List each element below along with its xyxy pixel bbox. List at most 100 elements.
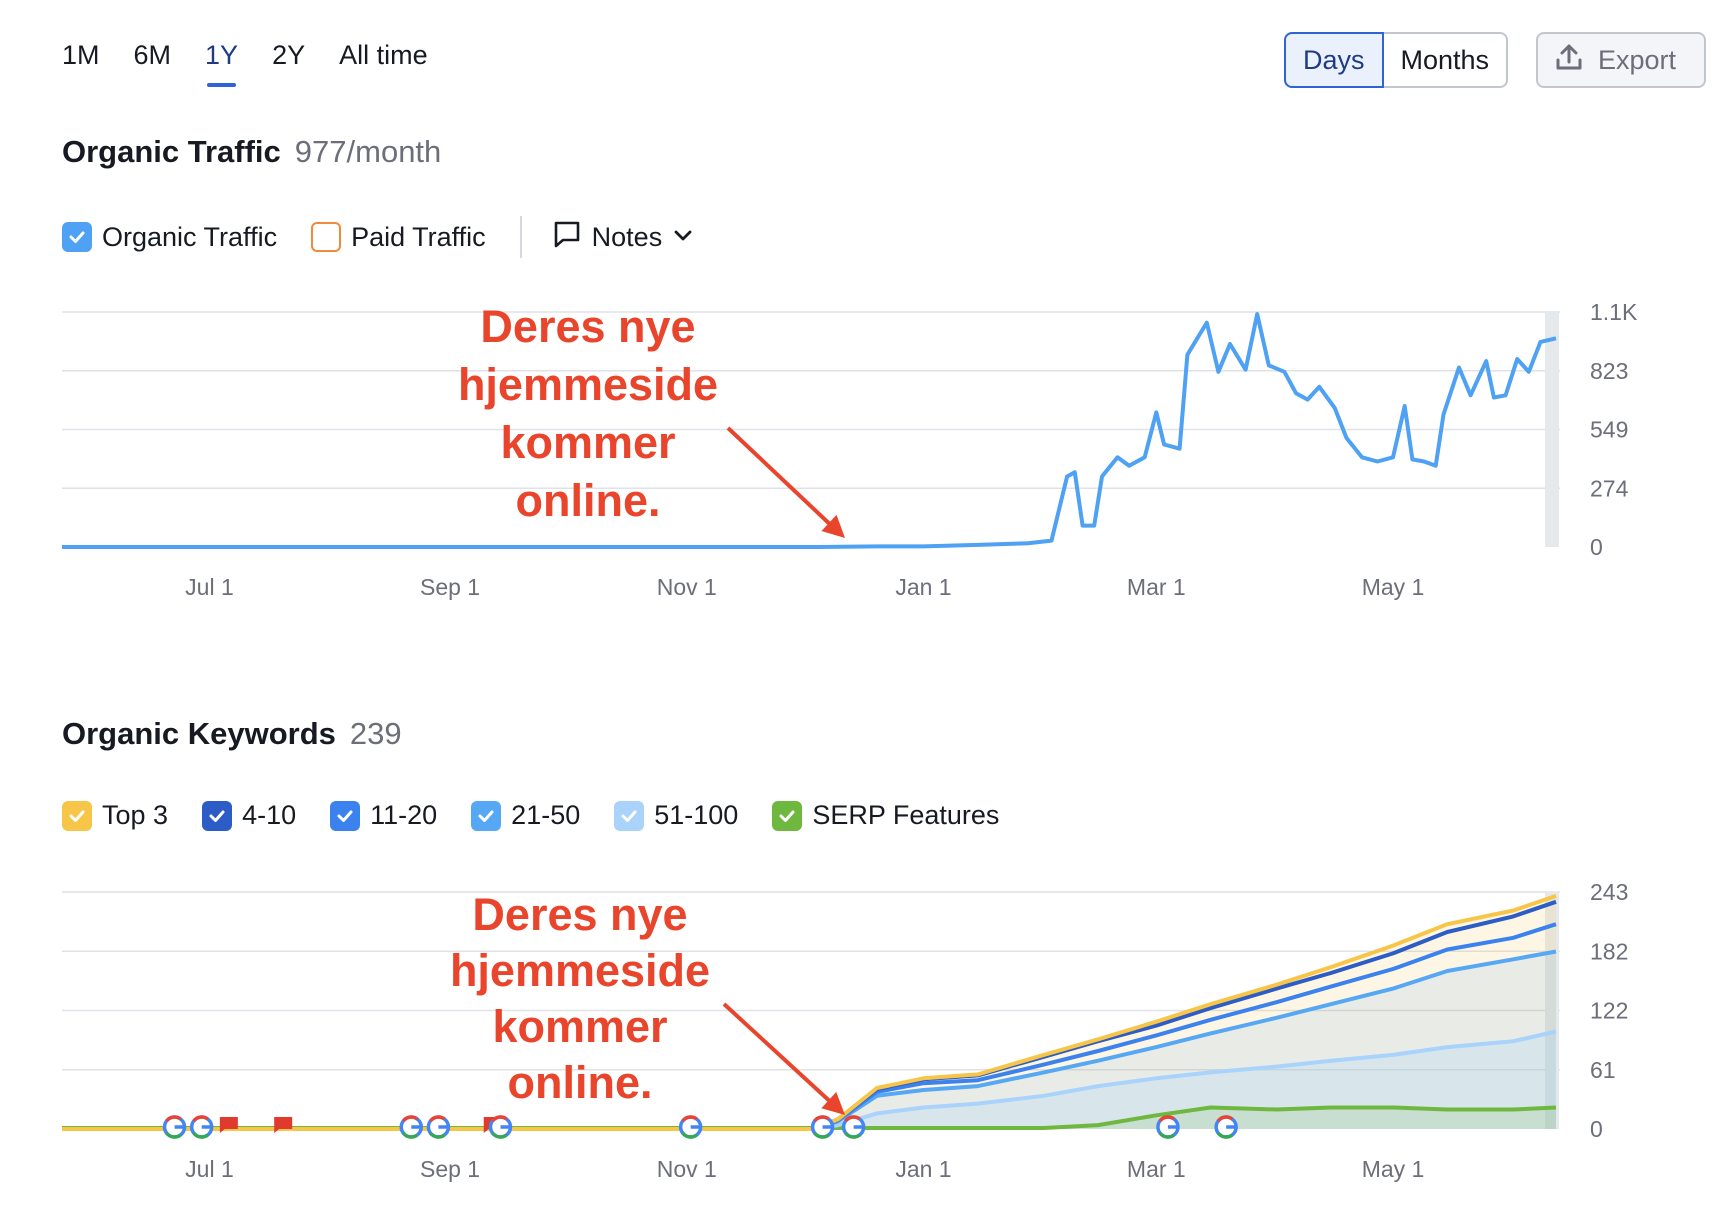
google-update-icon <box>426 1115 451 1139</box>
legend-label: 51-100 <box>654 800 739 830</box>
x-tick-label: Nov 1 <box>657 574 717 600</box>
annotation-arrowhead <box>821 1092 845 1115</box>
y-tick-label: 549 <box>1590 417 1628 443</box>
keywords-chart[interactable]: 0 61 122 182 243 Jul 1 Sep 1 Nov 1 Jan 1 Mar 1 May… <box>0 870 1734 1210</box>
note-icon <box>552 219 582 256</box>
checkbox-unchecked-icon <box>311 222 342 252</box>
legend-top-3[interactable]: Top 3 <box>62 800 168 831</box>
area-fill <box>62 1031 1556 1129</box>
upload-icon <box>1554 42 1584 79</box>
google-update-icon <box>162 1115 187 1139</box>
y-tick-label: 243 <box>1590 879 1628 905</box>
google-update-icon <box>1156 1115 1180 1139</box>
annotation-arrow <box>726 426 837 531</box>
unit-toggle: Days Months <box>1284 32 1509 88</box>
keywords-title-text: Organic Keywords <box>62 716 336 751</box>
area-fill <box>62 895 1556 1129</box>
x-tick-label: Sep 1 <box>420 1156 480 1182</box>
note-flag-icon <box>274 1117 293 1133</box>
tab-all-time[interactable]: All time <box>339 40 428 70</box>
legend-label: Paid Traffic <box>351 221 486 252</box>
checkbox-checked-icon <box>614 800 645 831</box>
traffic-legend: Organic Traffic Paid Traffic Notes <box>62 216 694 258</box>
notes-dropdown[interactable]: Notes <box>552 219 695 256</box>
legend-organic-traffic[interactable]: Organic Traffic <box>62 222 277 253</box>
legend-21-50[interactable]: 21-50 <box>471 800 580 831</box>
y-tick-label: 182 <box>1590 938 1628 964</box>
y-tick-label: 274 <box>1590 475 1629 501</box>
legend-label: SERP Features <box>812 800 1000 830</box>
months-button[interactable]: Months <box>1383 32 1509 88</box>
note-flag-icon <box>219 1117 238 1133</box>
chevron-down-icon <box>672 222 694 253</box>
legend-label: 11-20 <box>370 800 438 830</box>
checkbox-checked-icon <box>202 800 233 831</box>
annotation-text: hjemmeside <box>458 359 718 410</box>
keywords-legend: Top 3 4-10 11-20 21-50 51-100 SERP Features <box>62 800 1033 831</box>
x-tick-label: Nov 1 <box>657 1156 717 1182</box>
traffic-chart[interactable]: 0 274 549 823 1.1K Jul 1 Sep 1 Nov 1 Jan 1 Mar 1 M… <box>0 290 1734 630</box>
legend-51-100[interactable]: 51-100 <box>614 800 738 831</box>
legend-label: Organic Traffic <box>102 221 278 252</box>
checkbox-checked-icon <box>62 222 92 252</box>
x-tick-label: May 1 <box>1362 574 1425 600</box>
notes-label: Notes <box>591 221 663 252</box>
annotation-text: hjemmeside <box>450 945 710 996</box>
annotation-text: online. <box>516 475 661 526</box>
annotation-text: kommer <box>492 1001 667 1052</box>
keywords-title: Organic Keywords 239 <box>62 716 402 752</box>
area-fill <box>62 951 1556 1129</box>
days-button[interactable]: Days <box>1284 32 1384 88</box>
x-tick-label: Mar 1 <box>1127 1156 1186 1182</box>
google-update-icon <box>841 1115 866 1139</box>
keywords-value: 239 <box>349 716 402 751</box>
tab-6m[interactable]: 6M <box>133 40 172 70</box>
checkbox-checked-icon <box>772 800 803 831</box>
y-tick-label: 61 <box>1590 1057 1616 1083</box>
checkbox-checked-icon <box>471 800 502 831</box>
y-tick-label: 0 <box>1590 534 1603 560</box>
traffic-title: Organic Traffic 977/month <box>62 134 441 170</box>
tab-1y[interactable]: 1Y <box>205 40 238 87</box>
annotation-arrow <box>722 1002 837 1108</box>
x-tick-label: Jul 1 <box>185 574 234 600</box>
checkbox-checked-icon <box>330 800 361 831</box>
legend-label: Top 3 <box>102 800 169 830</box>
traffic-value: 977/month <box>294 134 442 169</box>
google-update-icon <box>1214 1115 1238 1139</box>
y-tick-label: 0 <box>1590 1116 1603 1142</box>
current-period-band <box>1545 312 1559 547</box>
x-tick-label: Jul 1 <box>185 1156 234 1182</box>
x-tick-label: May 1 <box>1362 1156 1425 1182</box>
checkbox-checked-icon <box>62 800 92 831</box>
annotation-text: online. <box>508 1057 653 1108</box>
annotation-arrowhead <box>821 514 845 538</box>
export-label: Export <box>1598 44 1677 75</box>
traffic-title-text: Organic Traffic <box>62 134 281 169</box>
x-tick-label: Jan 1 <box>895 1156 951 1182</box>
series-line-top-3 <box>62 894 1557 1131</box>
annotation-text: Deres nye <box>472 889 687 940</box>
legend-4-10[interactable]: 4-10 <box>202 800 296 831</box>
legend-paid-traffic[interactable]: Paid Traffic <box>311 222 486 253</box>
google-update-icon <box>399 1115 423 1139</box>
google-update-icon <box>189 1115 214 1139</box>
y-tick-label: 1.1K <box>1590 299 1638 325</box>
x-tick-label: Mar 1 <box>1127 574 1186 600</box>
y-tick-label: 823 <box>1590 358 1628 384</box>
period-tabs: 1M 6M 1Y 2Y All time <box>62 40 462 87</box>
legend-label: 4-10 <box>242 800 297 830</box>
x-tick-label: Sep 1 <box>420 574 480 600</box>
tab-1m[interactable]: 1M <box>62 40 100 70</box>
google-update-icon <box>678 1115 703 1139</box>
legend-divider <box>519 216 522 258</box>
legend-serp-features[interactable]: SERP Features <box>772 800 999 831</box>
annotation-text: kommer <box>500 417 675 468</box>
google-update-icon <box>488 1115 513 1139</box>
legend-11-20[interactable]: 11-20 <box>330 800 437 831</box>
legend-label: 21-50 <box>511 800 581 830</box>
annotation-text: Deres nye <box>480 301 695 352</box>
tab-2y[interactable]: 2Y <box>272 40 306 70</box>
organic-traffic-line <box>62 312 1557 549</box>
export-button[interactable]: Export <box>1536 32 1706 88</box>
